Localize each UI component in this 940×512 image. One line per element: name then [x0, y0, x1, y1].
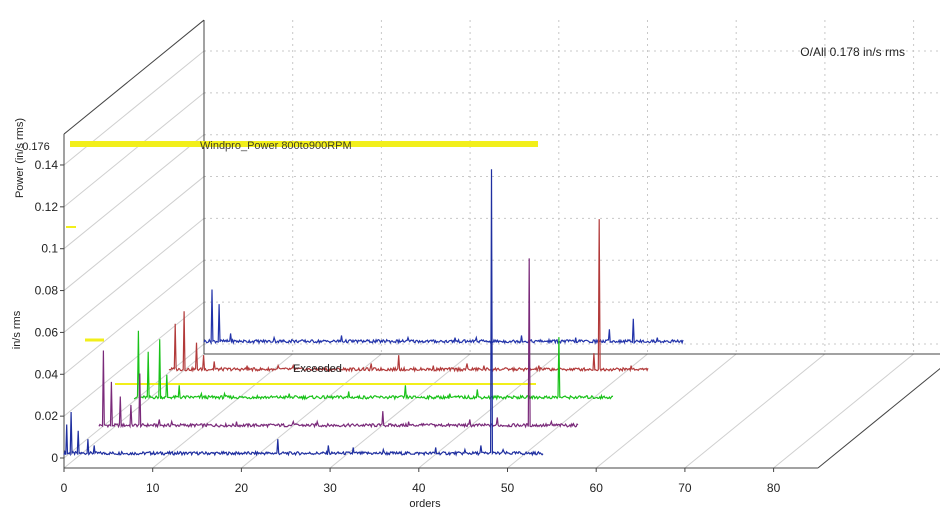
- wall-grid-line: [63, 176, 205, 291]
- floor-grid-line: [152, 353, 294, 469]
- y-tick-label: 0.08: [35, 284, 59, 298]
- chart-frame: [63, 19, 940, 469]
- wall-grid-line: [63, 134, 205, 250]
- x-tick-label: 80: [767, 481, 781, 495]
- y-tick-label: 0.14: [35, 158, 59, 172]
- y-axis-label: in/s rms: [11, 310, 23, 349]
- floor-grid-line: [507, 353, 648, 469]
- spectrum-line-3: [133, 330, 614, 401]
- floor-grid-line: [595, 353, 737, 469]
- depth-axis-label: Power (in/s rms): [14, 118, 26, 198]
- floor-grid-line: [63, 353, 205, 469]
- y-tick-label: 0.02: [35, 409, 59, 423]
- floor-grid-line: [773, 353, 914, 469]
- y-tick-label: 0.1: [41, 242, 58, 256]
- floor-grid-line: [241, 353, 382, 469]
- depth-axis-top-tick: 0.176: [22, 141, 50, 153]
- wall-grid-line: [63, 301, 205, 417]
- y-tick-label: 0.12: [35, 200, 59, 214]
- spectrum-line-4: [168, 219, 649, 373]
- x-tick-label: 60: [590, 481, 604, 495]
- spectrum-line-2: [98, 258, 579, 429]
- alarm-band-label: Windpro_Power 800to900RPM: [200, 140, 352, 152]
- axis-ticks: 0 10 20 30 40 50 60 70 80 0 0.02 0.04 0.06 0.08 0.1 0.1…: [35, 158, 781, 495]
- overall-value-label: O/All 0.178 in/s rms: [800, 45, 905, 59]
- wall-grid-line: [63, 92, 205, 208]
- x-tick-label: 30: [323, 481, 337, 495]
- floor-grid-line: [684, 353, 826, 469]
- x-tick-label: 40: [412, 481, 426, 495]
- spectra-series: [63, 169, 684, 457]
- y-tick-label: 0.06: [35, 325, 59, 339]
- y-tick-label: 0.04: [35, 367, 59, 381]
- chart-grid: [63, 20, 940, 469]
- y-tick-label: 0: [51, 451, 58, 465]
- wall-grid-line: [63, 343, 205, 459]
- x-tick-label: 70: [678, 481, 692, 495]
- x-axis-label: orders: [409, 498, 441, 510]
- wall-grid-line: [63, 50, 205, 166]
- wall-grid-line: [63, 259, 205, 375]
- x-tick-label: 10: [146, 481, 160, 495]
- spectrum-line-1: [63, 169, 544, 457]
- floor-grid-line: [418, 353, 560, 469]
- x-tick-label: 20: [235, 481, 249, 495]
- spectrum-line-5: [203, 289, 684, 345]
- top-depth-edge: [63, 19, 205, 135]
- alarm-markers: [66, 141, 538, 385]
- x-tick-label: 0: [61, 481, 68, 495]
- wall-grid-line: [63, 218, 205, 333]
- right-depth-edge: [817, 367, 940, 469]
- x-tick-label: 50: [501, 481, 515, 495]
- threshold-label: Exceeded: [293, 363, 342, 375]
